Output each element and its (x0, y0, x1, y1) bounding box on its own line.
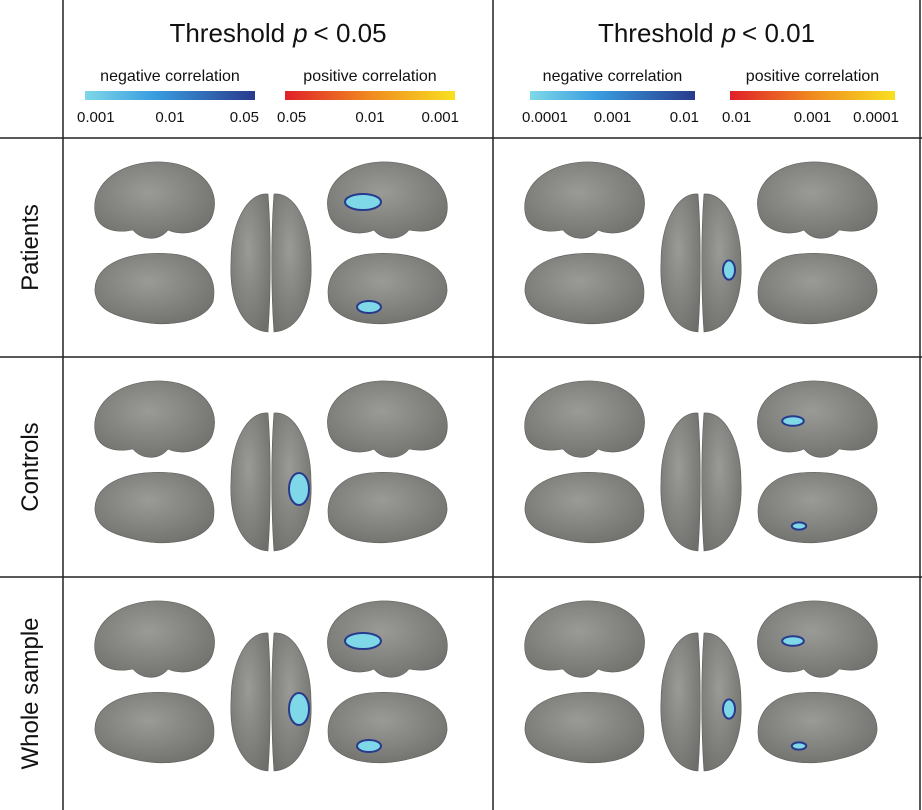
brain-medial-left (525, 692, 644, 763)
colorbar (85, 91, 255, 100)
colorbar-tick: 0.0001 (853, 109, 899, 126)
threshold: < 0.01 (742, 18, 815, 48)
brain-medial-right (758, 472, 877, 543)
colorbar-tick: 0.01 (155, 109, 184, 126)
brain-lateral-left (95, 381, 215, 457)
brain-panel (95, 381, 448, 551)
activation-patch (792, 742, 806, 749)
activation-patch (723, 699, 735, 718)
title-text: Threshold (598, 18, 714, 48)
brain-dorsal-left (661, 633, 700, 771)
brain-lateral-left (95, 601, 215, 677)
colorbar-tick: 0.001 (794, 109, 832, 126)
brain-medial-right (328, 692, 447, 763)
title-text: Threshold (169, 18, 285, 48)
colorbar-tick: 0.001 (421, 109, 459, 126)
brain-dorsal-left (661, 194, 700, 332)
brain-lateral-left (525, 381, 645, 457)
brain-medial-left (525, 253, 644, 324)
colorbar-tick: 0.01 (355, 109, 384, 126)
brain-dorsal-right (702, 413, 741, 551)
activation-patch (357, 740, 381, 752)
activation-patch (357, 301, 381, 313)
colorbar-tick: 0.05 (230, 109, 259, 126)
p-symbol: p (292, 18, 307, 48)
brain-panel (95, 601, 448, 771)
brain-medial-right (328, 472, 447, 543)
brain-medial-right (758, 253, 877, 324)
brain-lateral-right (327, 381, 447, 457)
activation-patch (782, 416, 804, 426)
brain-dorsal-left (231, 633, 270, 771)
colorbar-tick: 0.001 (594, 109, 632, 126)
colorbar-tick: 0.01 (670, 109, 699, 126)
figure: Thresholdp< 0.05negative correlation0.00… (0, 0, 922, 810)
brain-dorsal-left (231, 194, 270, 332)
activation-patch (345, 633, 381, 649)
colorbar-tick: 0.0001 (522, 109, 568, 126)
colorbar-tick: 0.001 (77, 109, 115, 126)
brain-lateral-right (757, 601, 877, 677)
brain-dorsal-right (702, 633, 741, 771)
activation-patch (723, 260, 735, 279)
activation-patch (289, 473, 309, 505)
activation-patch (345, 194, 381, 210)
colorbar (530, 91, 695, 100)
p-symbol: p (721, 18, 736, 48)
brain-dorsal-right (272, 194, 311, 332)
brain-medial-left (525, 472, 644, 543)
colorbar-label: positive correlation (746, 68, 879, 85)
activation-patch (792, 522, 806, 529)
brain-lateral-left (525, 601, 645, 677)
brain-lateral-left (95, 162, 215, 238)
brain-medial-right (758, 692, 877, 763)
colorbar-label: positive correlation (303, 68, 436, 85)
colorbar (285, 91, 455, 100)
colorbar-tick: 0.05 (277, 109, 306, 126)
colorbar-tick: 0.01 (722, 109, 751, 126)
brain-dorsal-right (702, 194, 741, 332)
activation-patch (782, 636, 804, 646)
brain-dorsal-left (231, 413, 270, 551)
threshold: < 0.05 (314, 18, 387, 48)
row-label: Patients (17, 204, 44, 291)
brain-panel (525, 381, 878, 551)
row-label: Whole sample (17, 617, 44, 769)
brain-dorsal-left (661, 413, 700, 551)
colorbar-label: negative correlation (543, 68, 683, 85)
brain-panel (525, 601, 878, 771)
brain-medial-left (95, 692, 214, 763)
brain-lateral-right (757, 162, 877, 238)
colorbar (730, 91, 895, 100)
brain-lateral-left (525, 162, 645, 238)
brain-medial-right (328, 253, 447, 324)
brain-panel (95, 162, 448, 332)
brain-lateral-right (757, 381, 877, 457)
colorbar-label: negative correlation (100, 68, 240, 85)
brain-panel (525, 162, 878, 332)
activation-patch (289, 693, 309, 725)
brain-medial-left (95, 472, 214, 543)
row-label: Controls (17, 422, 44, 511)
brain-medial-left (95, 253, 214, 324)
